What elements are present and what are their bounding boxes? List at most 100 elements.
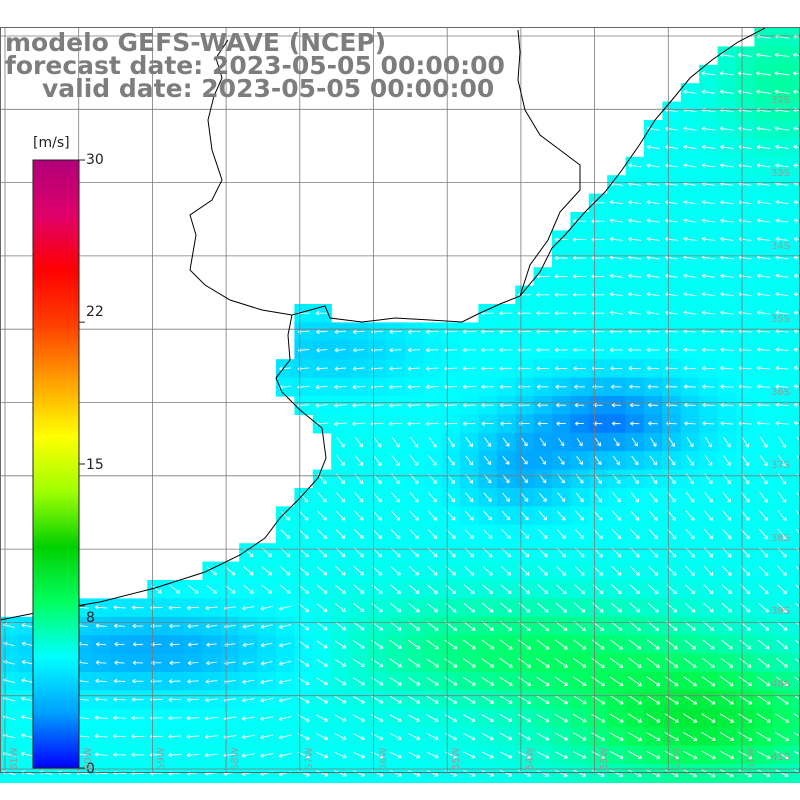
wind-arrow bbox=[408, 566, 420, 576]
wind-arrow bbox=[627, 750, 642, 760]
wind-arrow bbox=[352, 329, 365, 335]
wind-arrow bbox=[683, 144, 697, 150]
wind-arrow bbox=[113, 733, 126, 739]
wind-arrow bbox=[517, 657, 532, 668]
wind-arrow bbox=[628, 657, 642, 668]
wind-arrow bbox=[796, 436, 800, 443]
wind-arrow bbox=[576, 437, 583, 447]
wind-arrow bbox=[114, 660, 125, 665]
wind-arrow bbox=[539, 456, 547, 465]
wind-arrow bbox=[298, 640, 310, 649]
colorbar-tick-30: 30 bbox=[86, 152, 104, 168]
wind-arrow bbox=[407, 366, 421, 371]
wind-arrow bbox=[537, 584, 549, 595]
wind-arrow bbox=[701, 218, 715, 223]
wind-arrow bbox=[683, 657, 697, 668]
wind-arrow bbox=[683, 236, 697, 242]
wind-arrow bbox=[793, 218, 800, 223]
wind-arrow bbox=[536, 639, 550, 650]
wind-arrow bbox=[757, 347, 770, 352]
wind-arrow bbox=[463, 751, 476, 759]
wind-speed-cell bbox=[791, 764, 800, 783]
wind-arrow bbox=[260, 661, 273, 666]
colorbar-tick-15: 15 bbox=[86, 457, 104, 473]
wind-arrow bbox=[409, 436, 419, 448]
wind-arrow bbox=[462, 658, 476, 668]
wind-arrow bbox=[131, 752, 145, 757]
wind-arrow bbox=[554, 751, 568, 759]
coastline bbox=[0, 27, 766, 621]
wind-arrow bbox=[572, 255, 586, 261]
wind-arrow bbox=[186, 716, 200, 721]
wind-arrow bbox=[720, 402, 733, 408]
wind-arrow bbox=[775, 732, 790, 741]
wind-arrow bbox=[572, 732, 587, 741]
wind-arrow bbox=[775, 384, 789, 389]
wind-arrow bbox=[776, 621, 788, 631]
wind-arrow bbox=[684, 584, 696, 595]
wind-arrow bbox=[500, 584, 512, 595]
wind-arrow bbox=[205, 679, 218, 684]
wind-arrow bbox=[741, 454, 750, 467]
wind-arrow bbox=[518, 769, 531, 777]
wind-arrow bbox=[628, 769, 642, 778]
wind-arrow bbox=[738, 365, 752, 371]
wind-arrow bbox=[517, 695, 532, 704]
wind-arrow bbox=[389, 714, 402, 722]
wind-arrow bbox=[648, 565, 659, 576]
wind-arrow bbox=[353, 603, 365, 613]
wind-arrow bbox=[94, 697, 108, 702]
wind-arrow bbox=[701, 750, 716, 760]
wind-arrow bbox=[701, 292, 715, 297]
wind-arrow bbox=[536, 329, 550, 334]
wind-arrow bbox=[334, 384, 347, 390]
lat-label: 35S bbox=[771, 314, 791, 325]
wind-arrow bbox=[334, 347, 346, 353]
wind-arrow bbox=[205, 734, 218, 740]
wind-arrow bbox=[646, 144, 660, 150]
wind-arrow bbox=[481, 658, 495, 668]
wind-arrow bbox=[648, 510, 658, 521]
wind-arrow bbox=[775, 347, 789, 352]
wind-arrow bbox=[389, 677, 402, 686]
wind-arrow bbox=[648, 584, 659, 595]
wind-arrow bbox=[704, 491, 713, 503]
wind-arrow bbox=[629, 402, 640, 408]
wind-arrow bbox=[372, 566, 383, 576]
wind-arrow bbox=[389, 733, 402, 741]
wind-arrow bbox=[738, 713, 753, 723]
wind-arrow bbox=[554, 366, 568, 371]
wind-speed-cell bbox=[791, 580, 800, 599]
wind-arrow bbox=[425, 403, 439, 408]
wind-arrow bbox=[555, 384, 567, 390]
wind-arrow bbox=[701, 731, 716, 742]
wind-arrow bbox=[756, 144, 771, 150]
wind-arrow bbox=[21, 678, 34, 683]
wind-arrow bbox=[335, 584, 346, 594]
lat-label: 36S bbox=[771, 387, 791, 398]
wind-arrow bbox=[720, 347, 734, 353]
wind-arrow bbox=[631, 437, 638, 447]
wind-arrow bbox=[446, 529, 456, 540]
wind-arrow bbox=[683, 292, 697, 297]
wind-arrow bbox=[703, 602, 714, 613]
wind-arrow bbox=[168, 734, 182, 739]
wind-arrow bbox=[775, 769, 789, 778]
wind-arrow bbox=[132, 678, 144, 684]
wind-arrow bbox=[794, 658, 800, 664]
wind-arrow bbox=[132, 623, 144, 629]
wind-arrow bbox=[628, 329, 642, 334]
wind-arrow bbox=[591, 657, 605, 668]
wind-arrow bbox=[684, 402, 696, 408]
wind-arrow bbox=[390, 584, 402, 594]
wind-arrow bbox=[536, 732, 550, 741]
wind-arrow bbox=[481, 366, 494, 371]
lon-label: 56W bbox=[378, 747, 389, 770]
wind-arrow bbox=[260, 605, 273, 611]
wind-arrow bbox=[703, 510, 713, 521]
wind-arrow bbox=[352, 403, 366, 408]
wind-arrow bbox=[499, 621, 513, 632]
wind-arrow bbox=[499, 366, 513, 371]
wind-arrow bbox=[517, 639, 532, 650]
wind-arrow bbox=[518, 751, 531, 759]
